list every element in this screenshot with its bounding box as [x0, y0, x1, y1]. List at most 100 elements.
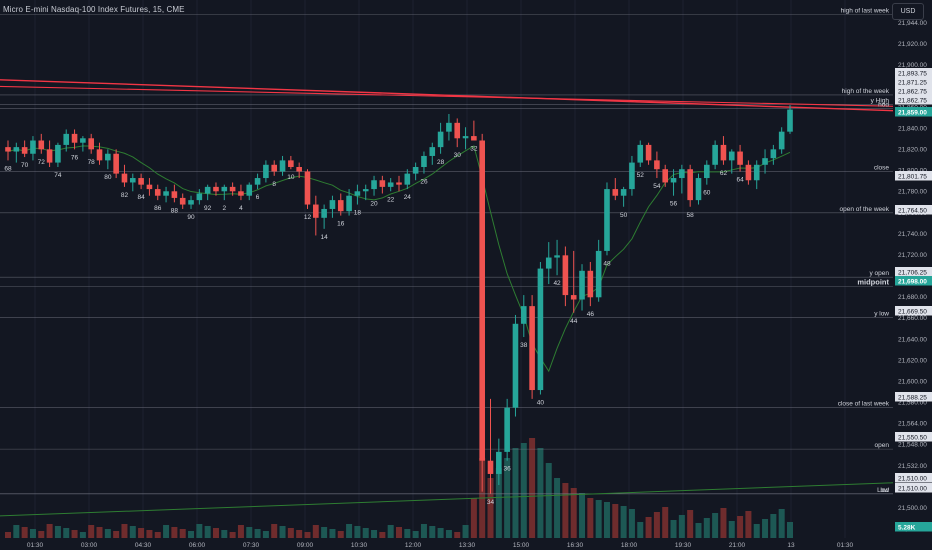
time-axis-label: 13:30 — [459, 542, 476, 549]
price-badge — [895, 77, 932, 87]
volume-bar — [570, 488, 577, 538]
time-axis-label: 07:30 — [243, 542, 260, 549]
price-tick-label: 21,820.00 — [898, 147, 927, 154]
bar-count-label: 10 — [287, 174, 295, 181]
volume-bar — [212, 528, 219, 538]
volume-bar — [29, 529, 36, 538]
price-badge — [895, 205, 932, 215]
time-axis-label: 01:30 — [837, 542, 854, 549]
bar-count-label: 18 — [354, 210, 362, 217]
volume-bar — [304, 532, 311, 538]
volume-bar — [562, 483, 569, 538]
volume-bar — [329, 529, 336, 538]
volume-bar — [154, 532, 161, 538]
volume-bar — [229, 532, 236, 538]
candle-body — [753, 164, 760, 181]
candle-body — [96, 149, 103, 161]
volume-bar — [354, 526, 361, 538]
candle-body — [404, 173, 411, 185]
volume-bar — [579, 493, 586, 538]
level-label: close — [874, 165, 890, 172]
candle-body — [570, 295, 577, 300]
candle-body — [704, 164, 710, 179]
red-trendline — [0, 79, 894, 112]
candle-body — [620, 189, 627, 196]
bar-count-label: 90 — [187, 214, 195, 221]
volume-bar — [429, 526, 436, 538]
candle-body — [496, 451, 502, 474]
time-axis-label: 19:30 — [675, 542, 692, 549]
price-badge — [895, 95, 932, 105]
price-tick-label: 21,660.00 — [898, 315, 927, 322]
volume-bar — [695, 523, 702, 538]
candle-body — [387, 182, 394, 187]
time-axis-label: 10:30 — [351, 542, 368, 549]
candle-body — [13, 147, 20, 152]
volume-bar — [728, 521, 735, 538]
price-badge — [895, 392, 932, 402]
candle-body — [512, 323, 519, 408]
volume-bar — [537, 448, 544, 538]
level-label: lod — [880, 487, 889, 494]
candle-body — [587, 270, 594, 298]
candle-body — [204, 186, 211, 194]
volume-bar — [104, 529, 111, 538]
bar-count-label: 12 — [304, 214, 312, 221]
candle-body — [454, 122, 461, 139]
price-badge — [895, 86, 932, 96]
volume-bar — [237, 525, 244, 538]
price-tick-label: 21,532.00 — [898, 463, 927, 470]
volume-bar — [445, 530, 452, 538]
volume-bar — [703, 518, 710, 538]
volume-bar — [762, 519, 769, 538]
volume-bar — [188, 531, 195, 538]
volume-bar — [628, 509, 635, 538]
volume-bar — [287, 528, 294, 538]
price-tick-label: 21,564.00 — [898, 421, 927, 428]
red-trendline — [0, 85, 894, 107]
candle-body — [612, 189, 619, 196]
candle-body — [171, 191, 178, 198]
candle-body — [221, 186, 228, 192]
candle-body — [687, 169, 693, 201]
candle-body — [379, 180, 386, 187]
level-label: y High — [871, 97, 890, 104]
bar-count-label: 36 — [504, 466, 512, 473]
bar-count-label: 30 — [454, 152, 462, 159]
candle-body — [337, 200, 344, 212]
bar-count-label: 2 — [222, 205, 226, 212]
bar-count-label: 38 — [520, 342, 528, 349]
volume-bar — [504, 458, 511, 538]
time-axis-label: 03:00 — [81, 542, 98, 549]
price-badge — [895, 522, 932, 532]
price-axis[interactable]: 21,944.0021,920.0021,900.0021,880.0021,8… — [894, 0, 932, 550]
bar-count-label: 62 — [720, 170, 728, 177]
volume-bar — [279, 526, 286, 538]
volume-bar — [146, 530, 153, 538]
price-badge-label: 21,871.25 — [898, 80, 927, 87]
volume-bar — [96, 527, 103, 538]
candle-body — [271, 164, 278, 172]
bar-count-label: 34 — [487, 499, 495, 506]
candle-body — [30, 140, 36, 154]
price-tick-label: 21,640.00 — [898, 336, 927, 343]
horizontal-levels — [0, 14, 893, 495]
bar-count-label: 86 — [154, 205, 162, 212]
volume-bar — [271, 524, 278, 538]
volume-bar — [545, 463, 552, 538]
time-axis[interactable]: 01:30 03:00 04:30 06:00 07:30 09:00 10:30 12:00… — [0, 538, 894, 550]
bar-count-label: 76 — [71, 154, 79, 161]
bar-count-label: 16 — [337, 221, 345, 228]
currency-button[interactable]: USD — [892, 3, 924, 20]
candle-body — [446, 122, 452, 132]
price-badge — [895, 171, 932, 181]
price-badge — [895, 276, 932, 286]
bar-count-label: 92 — [204, 205, 212, 212]
price-tick-label: 21,780.00 — [898, 189, 927, 196]
volume-bar — [512, 448, 519, 538]
volume-bar — [396, 527, 402, 538]
candle-body — [371, 180, 377, 190]
volume-bar — [113, 531, 120, 538]
price-tick-label: 21,944.00 — [898, 20, 927, 27]
